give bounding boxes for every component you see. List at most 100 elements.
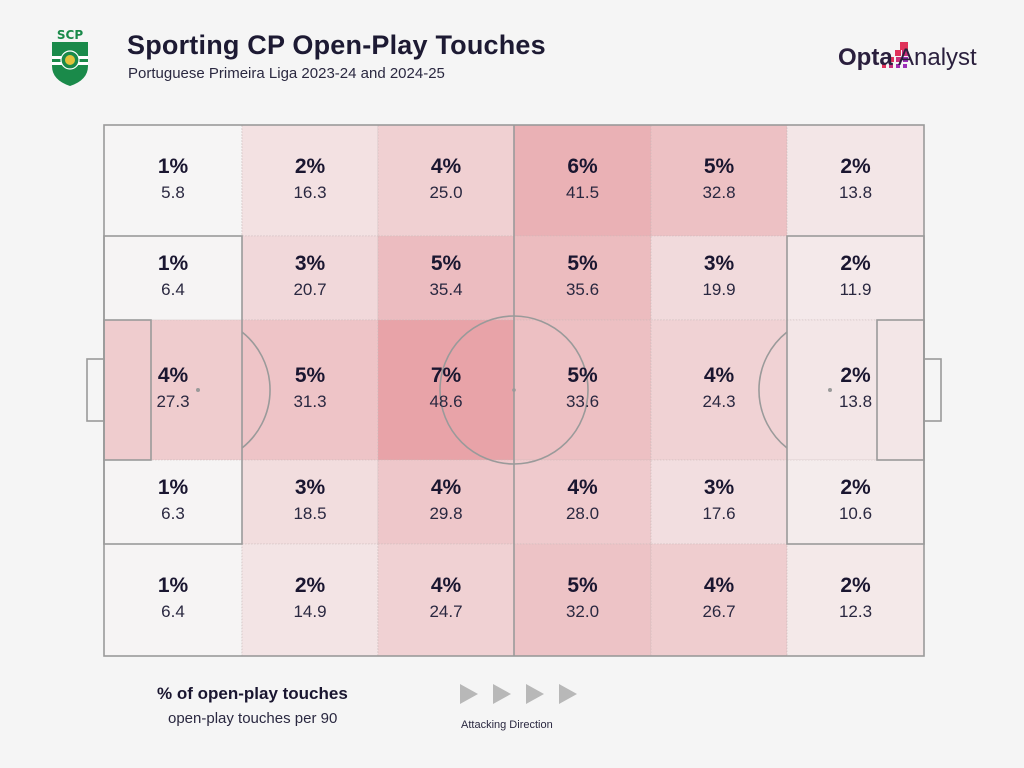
cell-percentage: 2% <box>840 574 871 597</box>
heatmap-cell <box>241 235 379 321</box>
heatmap-cell <box>513 319 652 461</box>
cell-per90: 41.5 <box>565 182 600 202</box>
cell-label: 5% 35.6 <box>515 252 651 301</box>
cell-percentage: 5% <box>294 364 326 387</box>
legend-secondary-metric: open-play touches per 90 <box>168 710 338 727</box>
cell-percentage: 2% <box>840 252 871 275</box>
play-triangle-icon <box>460 684 478 704</box>
cell-per90: 17.6 <box>702 504 736 523</box>
heatmap-cell <box>513 543 652 657</box>
right-penalty-arc <box>758 331 788 449</box>
cell-per90: 32.0 <box>565 602 600 621</box>
heatmap-cell <box>650 459 788 545</box>
cell-per90: 27.3 <box>156 392 190 411</box>
heatmap-cell <box>786 319 925 461</box>
cell-per90: 31.3 <box>293 392 327 411</box>
cell-percentage: 7% <box>430 364 462 387</box>
cell-label: 1% 5.8 <box>105 155 241 204</box>
cell-per90: 33.6 <box>565 392 600 411</box>
cell-label: 3% 17.6 <box>651 476 787 525</box>
right-goal <box>923 358 942 422</box>
sporting-cp-crest-icon: SCP <box>52 28 88 86</box>
cell-percentage: 3% <box>294 476 326 499</box>
heatmap-cell <box>786 459 925 545</box>
play-triangle-icon <box>559 684 577 704</box>
cell-per90: 12.3 <box>838 602 873 621</box>
brand-analyst: Analyst <box>892 44 977 71</box>
play-triangle-icon <box>493 684 511 704</box>
cell-percentage: 4% <box>703 364 735 387</box>
play-triangle-icon <box>526 684 544 704</box>
cell-per90: 29.8 <box>429 504 463 523</box>
cell-label: 4% 27.3 <box>105 364 241 413</box>
cell-label: 2% 11.9 <box>788 252 924 301</box>
cell-percentage: 2% <box>294 574 326 597</box>
heatmap-cell <box>786 235 925 321</box>
cell-percentage: 2% <box>294 154 326 178</box>
cell-per90: 24.3 <box>702 392 736 411</box>
heatmap-cell <box>241 319 379 461</box>
cell-percentage: 4% <box>430 574 462 597</box>
cell-percentage: 3% <box>703 476 735 499</box>
cell-label: 5% 33.6 <box>515 364 651 413</box>
left-penalty-arc <box>241 331 271 449</box>
cell-label: 4% 24.3 <box>651 364 787 413</box>
centre-circle <box>439 315 589 465</box>
cell-label: 2% 16.3 <box>242 155 378 204</box>
cell-per90: 10.6 <box>838 504 873 523</box>
cell-per90: 11.9 <box>839 280 872 299</box>
centre-spot <box>512 388 516 392</box>
cell-label: 2% 14.9 <box>242 574 378 623</box>
cell-percentage: 1% <box>157 476 189 499</box>
cell-per90: 16.3 <box>293 182 327 202</box>
cell-percentage: 4% <box>430 476 462 499</box>
cell-percentage: 4% <box>567 476 598 499</box>
cell-label: 7% 48.6 <box>378 364 514 413</box>
cell-per90: 20.7 <box>293 280 327 299</box>
cell-per90: 48.6 <box>429 392 463 411</box>
page-title: Sporting CP Open-Play Touches <box>127 30 546 60</box>
cell-percentage: 4% <box>430 154 462 178</box>
cell-label: 5% 32.8 <box>651 155 787 204</box>
cell-per90: 13.8 <box>838 392 873 411</box>
cell-percentage: 1% <box>157 252 189 275</box>
heatmap-cell <box>650 124 788 237</box>
attacking-direction-label: Attacking Direction <box>461 719 553 731</box>
cell-per90: 18.5 <box>293 504 327 523</box>
heatmap-cell <box>103 459 243 545</box>
cell-percentage: 4% <box>703 574 735 597</box>
left-penalty-spot <box>196 388 200 392</box>
heatmap-cell <box>650 319 788 461</box>
cell-percentage: 5% <box>430 252 462 275</box>
brand-logo: Opta Analyst <box>838 44 977 72</box>
cell-per90: 13.8 <box>838 182 873 202</box>
legend-primary-metric: % of open-play touches <box>157 684 348 703</box>
cell-label: 4% 25.0 <box>378 155 514 204</box>
attacking-direction-arrows <box>460 684 577 704</box>
cell-per90: 6.3 <box>161 504 185 523</box>
cell-label: 4% 29.8 <box>378 476 514 525</box>
cell-label: 1% 6.3 <box>105 476 241 525</box>
heatmap-cell <box>377 319 515 461</box>
cell-percentage: 6% <box>567 154 598 178</box>
cell-label: 4% 28.0 <box>515 476 651 525</box>
heatmap-cell <box>103 124 243 237</box>
cell-percentage: 5% <box>567 364 598 387</box>
cell-per90: 26.7 <box>702 602 736 621</box>
cell-per90: 5.8 <box>161 182 185 202</box>
heatmap-cell <box>377 235 515 321</box>
heatmap-cell <box>241 459 379 545</box>
cell-label: 3% 18.5 <box>242 476 378 525</box>
heatmap-cell <box>103 543 243 657</box>
cell-label: 5% 35.4 <box>378 252 514 301</box>
cell-per90: 6.4 <box>161 602 185 621</box>
cell-percentage: 2% <box>840 364 871 387</box>
cell-per90: 35.6 <box>565 280 600 299</box>
cell-label: 5% 31.3 <box>242 364 378 413</box>
cell-per90: 32.8 <box>702 182 736 202</box>
cell-per90: 19.9 <box>702 280 736 299</box>
cell-percentage: 5% <box>703 154 735 178</box>
cell-label: 4% 24.7 <box>378 574 514 623</box>
heatmap-cell <box>103 319 243 461</box>
heatmap-cell <box>650 235 788 321</box>
